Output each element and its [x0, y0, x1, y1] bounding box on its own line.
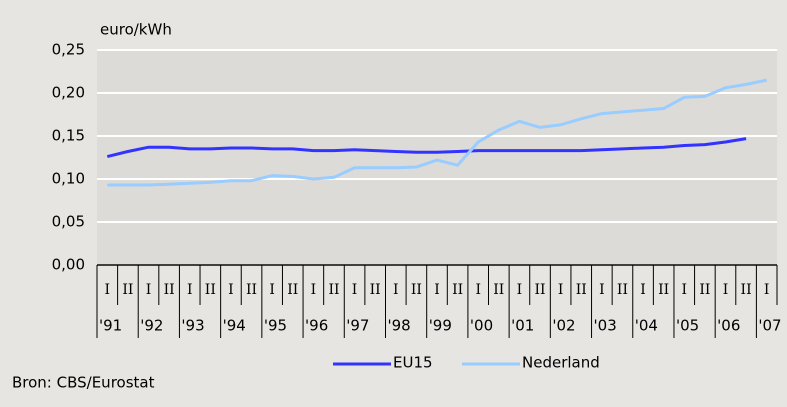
x-tick-label: I — [434, 282, 440, 298]
x-tick-label: II — [122, 282, 133, 298]
x-tick-label: I — [269, 282, 275, 298]
x-tick-label: II — [411, 282, 422, 298]
y-tick-label: 0,00 — [52, 256, 85, 274]
year-label: '93 — [181, 317, 204, 335]
x-tick-label: II — [452, 282, 463, 298]
source: Bron: CBS/Eurostat — [12, 374, 155, 392]
legend-label: EU15 — [393, 354, 433, 372]
year-label: '95 — [264, 317, 287, 335]
y-unit: euro/kWh — [100, 21, 172, 39]
x-tick-label: I — [352, 282, 358, 298]
x-tick-label: I — [475, 282, 481, 298]
x-tick-label: II — [164, 282, 175, 298]
year-label: '04 — [635, 317, 658, 335]
x-tick-label: I — [105, 282, 111, 298]
x-tick-label: I — [682, 282, 688, 298]
x-tick-label: I — [146, 282, 152, 298]
x-tick-label: I — [187, 282, 193, 298]
x-tick-label: I — [228, 282, 234, 298]
year-label: '92 — [140, 317, 163, 335]
x-tick-label: I — [723, 282, 729, 298]
year-label: '96 — [305, 317, 328, 335]
x-tick-label: II — [741, 282, 752, 298]
y-tick-label: 0,10 — [52, 170, 85, 188]
y-tick-label: 0,05 — [52, 213, 85, 231]
y-tick-label: 0,20 — [52, 84, 85, 102]
x-tick-label: I — [764, 282, 770, 298]
year-label: '06 — [717, 317, 740, 335]
x-tick-label: I — [311, 282, 317, 298]
year-label: '01 — [511, 317, 534, 335]
x-tick-label: I — [517, 282, 523, 298]
x-tick-label: I — [599, 282, 605, 298]
x-tick-label: II — [205, 282, 216, 298]
year-label: '05 — [676, 317, 699, 335]
series-line — [107, 78, 768, 187]
legend-label: Nederland — [522, 354, 600, 372]
year-label: '00 — [470, 317, 493, 335]
plot-area — [97, 50, 777, 265]
y-tick-label: 0,25 — [52, 41, 85, 59]
x-tick-label: I — [393, 282, 399, 298]
year-label: '07 — [758, 317, 781, 335]
x-tick-label: II — [658, 282, 669, 298]
year-label: '91 — [99, 317, 122, 335]
y-tick-label: 0,15 — [52, 127, 85, 145]
series-line — [106, 137, 747, 159]
year-label: '97 — [346, 317, 369, 335]
x-tick-label: II — [287, 282, 298, 298]
x-tick-label: II — [246, 282, 257, 298]
year-label: '02 — [552, 317, 575, 335]
x-tick-label: II — [617, 282, 628, 298]
x-tick-label: II — [534, 282, 545, 298]
year-label: '99 — [429, 317, 452, 335]
year-label: '03 — [594, 317, 617, 335]
x-tick-label: II — [576, 282, 587, 298]
x-tick-label: I — [640, 282, 646, 298]
x-tick-label: I — [558, 282, 564, 298]
x-tick-label: II — [370, 282, 381, 298]
x-tick-label: II — [328, 282, 339, 298]
x-tick-label: II — [493, 282, 504, 298]
year-label: '98 — [387, 317, 410, 335]
x-tick-label: II — [699, 282, 710, 298]
year-label: '94 — [223, 317, 246, 335]
